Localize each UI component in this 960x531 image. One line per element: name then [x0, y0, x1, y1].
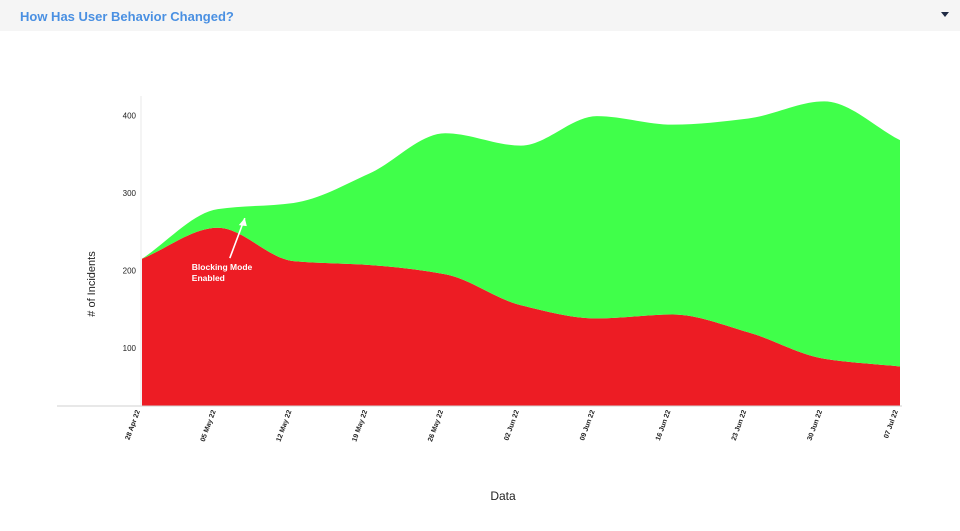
area-series-1 — [142, 227, 900, 406]
y-ticks: 100 200 300 400 — [123, 111, 137, 353]
x-tick-label: 12 May 22 — [276, 409, 294, 443]
y-tick-label: 300 — [123, 189, 137, 198]
x-tick-label: 07 Jul 22 — [883, 409, 900, 439]
x-tick-label: 09 Jun 22 — [579, 409, 597, 441]
annotation-text: Blocking Mode — [192, 262, 253, 272]
x-tick-label: 30 Jun 22 — [807, 409, 825, 441]
x-ticks: 28 Apr 22 05 May 22 12 May 22 19 May 22 26 M… — [125, 409, 900, 443]
y-tick-label: 400 — [123, 111, 137, 120]
x-tick-label: 02 Jun 22 — [503, 409, 521, 441]
annotation-arrow-head — [238, 218, 247, 227]
x-axis-label: Data — [490, 489, 516, 503]
stacked-area-chart: 100 200 300 400 28 Apr 22 05 May 22 12 May 22… — [57, 96, 902, 503]
y-tick-label: 200 — [123, 266, 137, 275]
x-tick-label: 26 May 22 — [427, 409, 445, 443]
y-tick-label: 100 — [123, 344, 137, 353]
x-tick-label: 23 Jun 22 — [731, 409, 749, 441]
caret-down-icon[interactable] — [939, 8, 951, 20]
annotation-text: Enabled — [192, 273, 225, 283]
y-axis-label: # of Incidents — [86, 251, 98, 317]
panel-header: How Has User Behavior Changed? — [0, 0, 960, 31]
areas — [142, 101, 900, 406]
x-tick-label: 28 Apr 22 — [125, 409, 142, 441]
area-series-2 — [142, 101, 900, 367]
x-tick-label: 05 May 22 — [200, 409, 218, 443]
x-tick-label: 16 Jun 22 — [655, 409, 673, 441]
panel-title: How Has User Behavior Changed? — [20, 9, 234, 24]
x-tick-label: 19 May 22 — [351, 409, 369, 443]
